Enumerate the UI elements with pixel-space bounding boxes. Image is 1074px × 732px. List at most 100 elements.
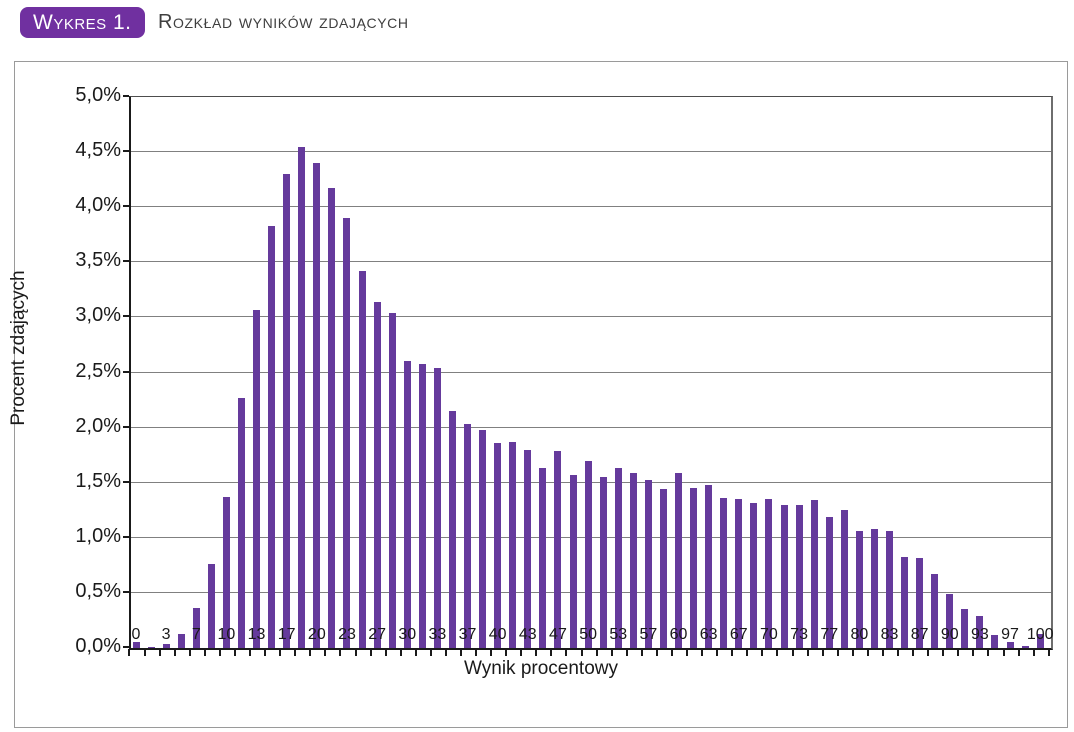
x-tick-label: 43	[518, 626, 537, 643]
bar	[705, 485, 713, 648]
figure-title: Rozkład wyników zdających	[158, 11, 409, 33]
y-tick	[123, 260, 129, 263]
bar	[629, 473, 637, 648]
bar	[840, 510, 848, 648]
bar	[735, 499, 743, 648]
x-tick-label: 20	[307, 626, 326, 643]
y-tick	[123, 95, 129, 97]
x-tick	[339, 649, 342, 656]
y-tick-label: 2,0%	[75, 414, 121, 437]
x-tick-label: 73	[790, 626, 808, 643]
bar	[494, 443, 502, 648]
bar	[750, 503, 758, 648]
x-tick-label: 40	[488, 626, 507, 643]
bar	[328, 188, 336, 648]
x-tick	[610, 649, 613, 656]
y-tick	[123, 370, 129, 373]
bar	[147, 647, 155, 648]
x-tick	[429, 649, 432, 656]
bar	[539, 468, 547, 648]
x-tick-label: 53	[609, 626, 628, 643]
bar	[237, 398, 245, 648]
bar	[132, 642, 140, 648]
y-tick	[123, 315, 129, 318]
y-tick-label: 1,5%	[75, 469, 121, 492]
x-tick-label: 57	[639, 626, 658, 643]
y-tick-label: 1,0%	[75, 524, 121, 547]
y-tick-label: 4,0%	[75, 194, 121, 217]
bar	[403, 361, 411, 648]
x-tick-label: 87	[910, 626, 929, 643]
bar	[870, 529, 878, 648]
y-tick	[123, 535, 129, 538]
bar	[765, 499, 773, 648]
x-tick	[987, 649, 990, 656]
y-tick	[123, 205, 129, 208]
bar	[448, 411, 456, 648]
bar	[554, 451, 562, 648]
y-tick	[123, 480, 129, 483]
x-tick	[881, 649, 884, 656]
y-tick-label: 0,0%	[75, 635, 121, 657]
x-tick	[866, 649, 869, 656]
x-tick-label: 97	[1001, 626, 1019, 643]
x-tick	[203, 649, 206, 656]
x-tick	[957, 649, 960, 656]
x-tick	[972, 649, 975, 656]
figure-badge: Wykres 1.	[20, 7, 145, 38]
x-tick	[625, 649, 628, 656]
x-tick-label: 13	[247, 626, 266, 643]
bar	[298, 147, 306, 648]
y-tick	[123, 425, 129, 428]
x-tick-label: 77	[820, 626, 839, 643]
bar	[1036, 634, 1044, 648]
x-tick	[836, 649, 839, 656]
y-tick-label: 5,0%	[75, 84, 121, 106]
x-tick-label: 50	[579, 626, 597, 643]
x-tick-label: 0	[131, 626, 141, 643]
x-tick	[324, 649, 327, 656]
bar	[991, 635, 999, 648]
gridline	[131, 371, 1051, 373]
y-tick-label: 4,5%	[75, 139, 121, 162]
x-tick	[821, 649, 824, 656]
x-tick	[490, 649, 493, 656]
x-tick-label: 67	[729, 626, 748, 643]
y-tick-label: 0,5%	[75, 579, 121, 602]
x-tick	[595, 649, 598, 656]
x-tick	[460, 649, 462, 656]
x-tick	[1032, 649, 1035, 656]
bar	[464, 424, 472, 648]
x-tick-label: 100	[1026, 626, 1054, 643]
x-tick	[565, 649, 568, 656]
bar	[388, 313, 396, 648]
x-tick	[249, 649, 252, 656]
y-tick-label: 3,0%	[75, 304, 121, 327]
x-tick-label: 93	[971, 626, 989, 643]
x-tick-label: 60	[669, 626, 688, 643]
bar	[177, 634, 185, 648]
bar	[795, 505, 803, 648]
bar	[222, 497, 230, 648]
x-tick	[520, 649, 523, 656]
bar	[644, 480, 652, 648]
bar	[825, 517, 833, 648]
x-tick	[806, 649, 809, 656]
x-tick	[475, 649, 478, 656]
bar	[479, 430, 487, 648]
x-tick	[399, 649, 402, 656]
bar	[358, 271, 366, 648]
x-tick-label: 33	[428, 626, 447, 643]
gridline	[131, 426, 1051, 428]
bar	[810, 500, 818, 648]
x-tick	[369, 649, 372, 656]
y-tick	[123, 590, 129, 593]
x-tick	[1017, 649, 1020, 656]
bar	[1006, 642, 1014, 648]
x-tick	[670, 649, 673, 656]
gridline	[131, 316, 1051, 318]
x-tick	[746, 649, 749, 656]
x-tick-label: 63	[699, 626, 718, 643]
x-tick	[158, 649, 161, 656]
